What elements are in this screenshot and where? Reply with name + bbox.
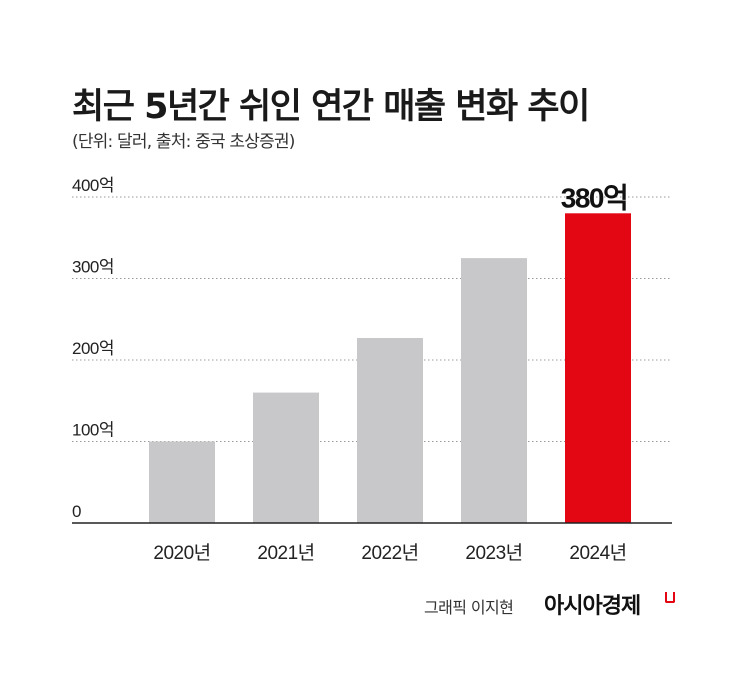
bar [253, 392, 319, 523]
x-tick-label: 2020년 [153, 542, 210, 564]
x-tick-label: 2022년 [361, 542, 418, 564]
bars [149, 213, 631, 524]
chart-subtitle: (단위: 달러, 출처: 중국 초상증권) [72, 132, 295, 152]
data-label: 380억 [561, 182, 627, 213]
logo-mark-icon [665, 592, 675, 603]
data-labels: 380억 [561, 182, 629, 213]
x-tick-label: 2024년 [569, 542, 626, 564]
bar [565, 213, 631, 524]
y-tick-labels: 0 100억 200억 300억 400억 [72, 176, 115, 521]
x-tick-labels: 2020년 2021년 2022년 2023년 2024년 [153, 542, 627, 564]
y-tick-label: 0 [72, 502, 81, 521]
y-tick-label: 400억 [72, 176, 114, 195]
graphic-credit: 그래픽 이지현 [424, 598, 514, 617]
bar [461, 258, 527, 523]
x-tick-label: 2023년 [465, 542, 522, 564]
y-tick-label: 100억 [72, 421, 114, 440]
x-tick-label: 2021년 [257, 542, 314, 564]
y-tick-label: 200억 [72, 339, 114, 358]
bar [149, 441, 215, 523]
y-tick-label: 300억 [72, 258, 114, 277]
chart-title: 최근 5년간 쉬인 연간 매출 변화 추이 [72, 87, 590, 127]
bar [357, 337, 423, 523]
publisher-logo: 아시아경제 [544, 594, 641, 619]
